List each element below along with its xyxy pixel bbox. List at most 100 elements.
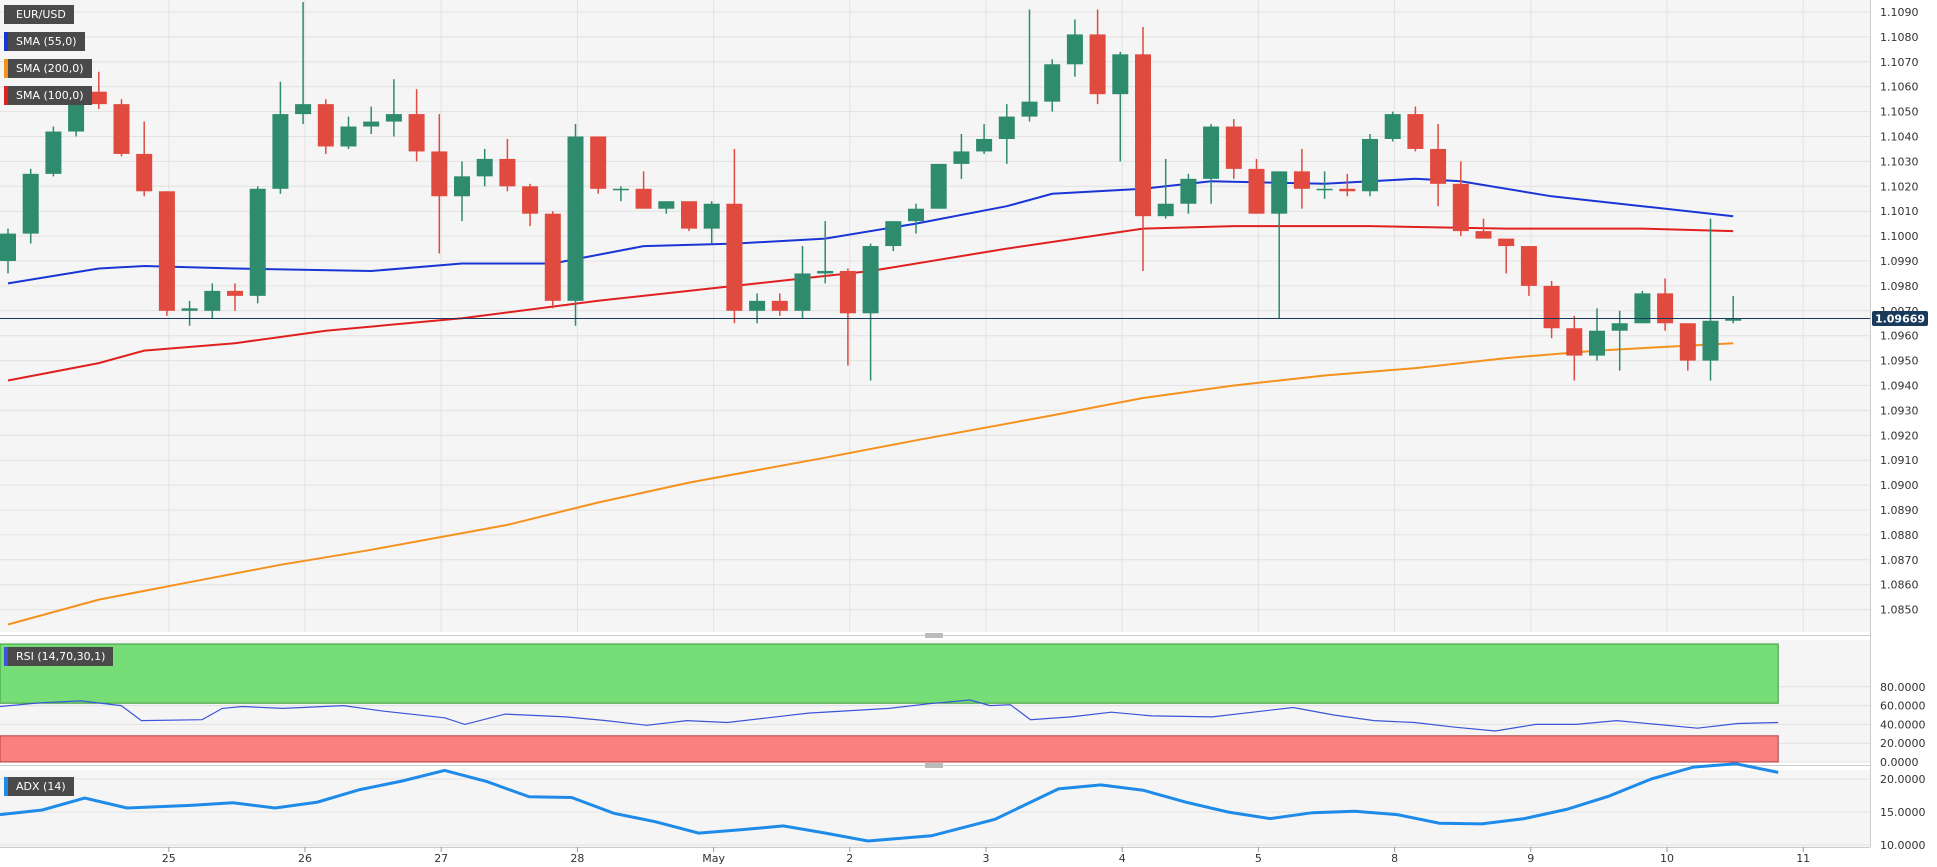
adx-panel: 10.0000 15.0000 20.0000: [0, 762, 1926, 852]
candle-body: [1339, 188, 1356, 192]
candle-body: [1589, 330, 1605, 356]
sma55-label[interactable]: SMA (55,0): [4, 32, 85, 51]
candle: [136, 121, 153, 197]
sma200-line: [7, 342, 1734, 626]
candle-body: [1066, 34, 1083, 65]
candle-body: [794, 273, 811, 311]
candle: [1407, 106, 1424, 152]
candle-body: [45, 131, 62, 174]
candle-body: [1135, 54, 1151, 217]
adx-y-axis: 10.0000 15.0000 20.0000: [1880, 773, 1926, 852]
candle: [590, 136, 607, 194]
candle-body: [749, 300, 766, 311]
candle: [113, 99, 130, 157]
candle: [1089, 9, 1106, 105]
x-tick-label: 27: [434, 852, 448, 865]
candle-body: [908, 208, 924, 222]
x-tick-label: 4: [1119, 852, 1126, 865]
sma55-label-text: SMA (55,0): [16, 35, 77, 48]
candle-body: [1452, 183, 1469, 232]
candle-body: [1543, 285, 1560, 329]
candle-body: [1384, 114, 1401, 139]
candle: [703, 201, 720, 244]
candle-body: [703, 203, 720, 229]
rsi-label[interactable]: RSI (14,70,30,1): [4, 647, 114, 666]
candle: [1702, 218, 1719, 381]
candle: [45, 126, 62, 177]
candle: [0, 228, 16, 274]
candle: [1066, 19, 1083, 77]
candle-body: [1112, 54, 1129, 95]
candle-body: [1271, 171, 1288, 214]
price-grid: [0, 0, 1870, 632]
candle: [1135, 26, 1151, 271]
sma100-label[interactable]: SMA (100,0): [4, 86, 92, 105]
candle-body: [431, 151, 448, 197]
candle-body: [22, 173, 39, 234]
candlesticks: [0, 2, 1742, 381]
candle: [522, 183, 539, 227]
candle: [998, 104, 1015, 164]
candle-body: [158, 191, 175, 311]
symbol-label[interactable]: EUR/USD: [4, 5, 74, 24]
candle-body: [90, 91, 107, 105]
x-tick-label: 3: [983, 852, 990, 865]
candle-body: [1657, 293, 1674, 324]
candle-body: [567, 136, 584, 301]
rsi-panel-resize-handle[interactable]: [925, 763, 943, 768]
y-tick-label: 1.1040: [1880, 131, 1919, 144]
adx-label[interactable]: ADX (14): [4, 777, 74, 796]
candle: [227, 283, 243, 311]
candle: [1679, 323, 1696, 371]
candle-body: [1520, 246, 1537, 286]
candle-body: [1021, 101, 1038, 117]
candle-body: [454, 176, 470, 197]
candle-body: [1203, 126, 1220, 179]
candle: [272, 81, 289, 194]
candle-body: [499, 158, 516, 187]
candle-body: [1293, 171, 1310, 189]
candle-body: [930, 163, 947, 209]
sma200-label[interactable]: SMA (200,0): [4, 59, 92, 78]
candle-body: [726, 203, 743, 311]
y-tick-label: 1.0930: [1880, 404, 1919, 417]
candle-body: [612, 188, 629, 191]
candle-body: [817, 270, 834, 274]
y-tick-label: 1.0940: [1880, 380, 1919, 393]
candle-body: [1498, 238, 1515, 247]
candle: [1180, 173, 1197, 214]
adx-line: [0, 762, 1779, 843]
candle: [953, 134, 970, 179]
candle: [1543, 280, 1560, 339]
x-tick-label: 10: [1660, 852, 1674, 865]
y-tick-label: 1.0870: [1880, 554, 1919, 567]
rsi-tick-label: 40.0000: [1880, 718, 1926, 731]
candle: [454, 161, 470, 222]
candle: [885, 221, 902, 252]
candle: [249, 186, 266, 304]
candle: [1520, 246, 1537, 296]
candle: [1657, 278, 1674, 331]
price-panel-resize-handle[interactable]: [925, 633, 943, 638]
candle: [90, 71, 107, 110]
candle: [1430, 124, 1447, 207]
x-tick-label: 11: [1796, 852, 1810, 865]
candle-body: [1679, 323, 1696, 361]
y-tick-label: 1.0990: [1880, 255, 1919, 268]
candle: [295, 2, 312, 125]
candle-body: [522, 186, 539, 214]
x-tick-label: 25: [162, 852, 176, 865]
candle-body: [1430, 148, 1447, 184]
candle: [862, 243, 879, 381]
rsi-tick-label: 0.0000: [1880, 756, 1919, 769]
candle-body: [1566, 328, 1583, 356]
adx-tick-label: 10.0000: [1880, 839, 1926, 852]
adx-label-text: ADX (14): [16, 780, 66, 793]
sma55-color-swatch: [4, 32, 8, 51]
adx-color-swatch: [4, 777, 8, 796]
candle: [1498, 238, 1515, 274]
rsi-y-axis: 0.0000 20.0000 40.0000 60.0000 80.0000: [1880, 681, 1926, 769]
sma100-color-swatch: [4, 86, 8, 105]
x-tick-label: 8: [1391, 852, 1398, 865]
